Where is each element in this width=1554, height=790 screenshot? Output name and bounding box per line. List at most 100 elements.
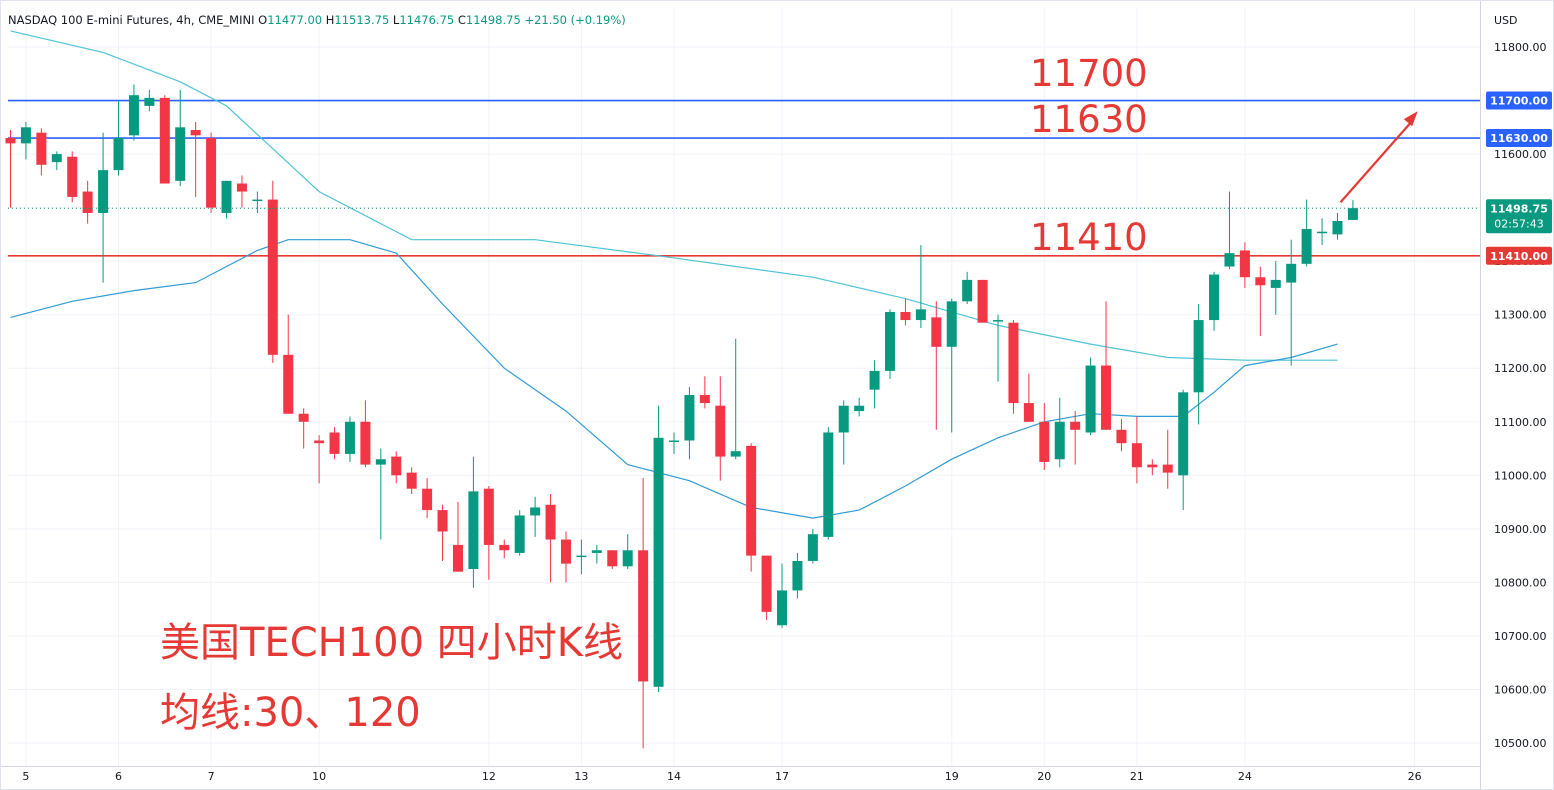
candle — [1070, 411, 1081, 465]
candle — [638, 477, 649, 749]
candle-body — [82, 191, 93, 213]
candle — [730, 338, 741, 460]
candle — [20, 121, 31, 160]
low-label: L — [392, 13, 400, 27]
currency-unit: USD — [1494, 14, 1518, 27]
high-label: H — [325, 13, 335, 27]
candle — [159, 95, 170, 184]
candle-body — [1239, 250, 1250, 278]
price-tick-label: 10500.00 — [1494, 737, 1547, 750]
date-tick-label: 6 — [115, 770, 122, 783]
last-price-label: 11498.75 — [1490, 202, 1548, 215]
change-value: +21.50 (+0.19%) — [524, 13, 626, 27]
low-value: 11476.75 — [399, 13, 455, 27]
date-tick-label: 17 — [775, 770, 789, 783]
candle — [1347, 200, 1358, 220]
candle — [746, 443, 757, 572]
candle-body — [792, 560, 803, 591]
candle — [1255, 266, 1266, 337]
candle-body — [98, 170, 109, 213]
candle — [530, 496, 541, 537]
candle — [221, 180, 232, 219]
candle — [314, 435, 325, 484]
candle — [885, 309, 896, 379]
candle-body — [1255, 277, 1266, 286]
horizontal-levels — [8, 99, 1480, 257]
candle — [1286, 239, 1297, 366]
candle — [236, 175, 247, 208]
candle — [699, 376, 710, 409]
candle-body — [946, 301, 957, 347]
candle-body — [437, 510, 448, 532]
candle-body — [1054, 421, 1065, 460]
candle-body — [607, 550, 618, 567]
candle — [422, 477, 433, 519]
candle — [360, 400, 371, 468]
candle — [962, 271, 973, 304]
candle — [483, 486, 494, 580]
candle-body — [545, 504, 556, 540]
candle — [67, 151, 78, 203]
price-tick-label: 10800.00 — [1494, 576, 1547, 589]
candle — [468, 456, 479, 588]
candle-body — [931, 317, 942, 347]
candle-body — [1317, 231, 1328, 234]
date-tick-label: 26 — [1408, 770, 1422, 783]
candle — [1332, 212, 1343, 240]
close-label: C — [457, 13, 466, 27]
candle-body — [823, 432, 834, 537]
candle-body — [838, 405, 849, 433]
candle — [915, 245, 926, 329]
date-tick-label: 24 — [1238, 770, 1252, 783]
candle-body — [1270, 279, 1281, 288]
level-badge-label: 11630.00 — [1490, 132, 1548, 145]
candle — [375, 448, 386, 540]
candle — [838, 400, 849, 465]
date-tick-label: 5 — [22, 770, 29, 783]
candle — [344, 416, 355, 462]
candle-body — [267, 199, 278, 355]
price-tick-label: 11800.00 — [1494, 41, 1547, 54]
candle-body — [406, 472, 417, 489]
candle-body — [1070, 421, 1081, 430]
time-axis[interactable]: 5 6 7 10 12 13 14 17 19 20 21 24 26 — [22, 770, 1421, 783]
candle — [128, 84, 139, 141]
candle-body — [869, 370, 880, 390]
candle-body — [638, 550, 649, 682]
ma120-line — [10, 30, 1338, 361]
date-tick-label: 19 — [945, 770, 959, 783]
candle — [1270, 261, 1281, 315]
candle — [1209, 271, 1220, 331]
candle — [1239, 242, 1250, 288]
candle-body — [1039, 421, 1050, 462]
candle-body — [761, 555, 772, 612]
date-tick-label: 12 — [482, 770, 496, 783]
candle — [406, 467, 417, 495]
candle — [668, 432, 679, 454]
candle-body — [298, 413, 309, 422]
candle — [1193, 303, 1204, 425]
candle — [1116, 419, 1127, 452]
candle-body — [854, 405, 865, 412]
candle-body — [51, 154, 62, 163]
level-badge-11700 — [1486, 91, 1552, 110]
candle-body — [1023, 403, 1034, 422]
candle — [1147, 459, 1158, 476]
candle — [1317, 218, 1328, 246]
candle-body — [900, 312, 911, 321]
candle — [715, 376, 726, 481]
candle-body — [653, 437, 664, 687]
candle-body — [560, 539, 571, 564]
candle — [1224, 191, 1235, 270]
level-badge-label: 11410.00 — [1490, 250, 1548, 263]
candle-body — [715, 405, 726, 457]
candle — [252, 191, 263, 213]
candle-body — [684, 395, 695, 441]
price-tick-label: 10600.00 — [1494, 683, 1547, 696]
candle-body — [422, 488, 433, 511]
candle-body — [175, 127, 186, 181]
candle-body — [668, 440, 679, 443]
